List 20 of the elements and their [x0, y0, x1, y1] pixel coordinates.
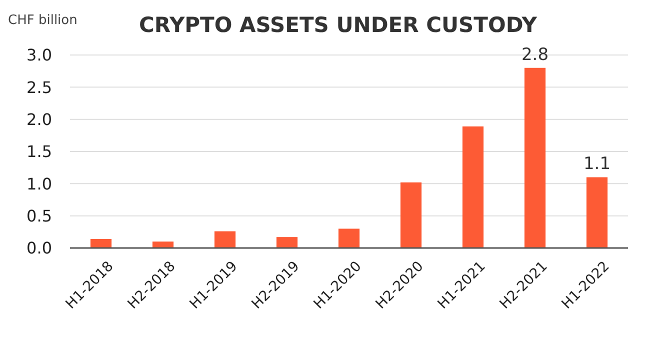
- data-label: 1.1: [583, 154, 611, 174]
- y-tick-label: 2.0: [26, 110, 52, 129]
- bar: [462, 126, 484, 248]
- y-tick-label: 1.0: [26, 174, 52, 194]
- bar: [338, 228, 360, 248]
- bar: [152, 242, 174, 248]
- y-tick-label: 0.5: [26, 206, 52, 226]
- bar: [586, 177, 608, 248]
- y-tick-label: 0.0: [26, 238, 52, 258]
- y-tick-label: 1.5: [26, 142, 52, 162]
- bar: [276, 237, 298, 248]
- chart-title: CRYPTO ASSETS UNDER CUSTODY: [139, 13, 538, 37]
- y-tick-label: 2.5: [26, 78, 52, 97]
- bar: [90, 238, 112, 248]
- bar: [400, 182, 422, 248]
- bar: [214, 231, 236, 248]
- y-axis-title: CHF billion: [8, 13, 78, 28]
- data-label: 2.8: [521, 44, 549, 65]
- y-tick-label: 3.0: [26, 46, 52, 65]
- bar: [524, 68, 546, 248]
